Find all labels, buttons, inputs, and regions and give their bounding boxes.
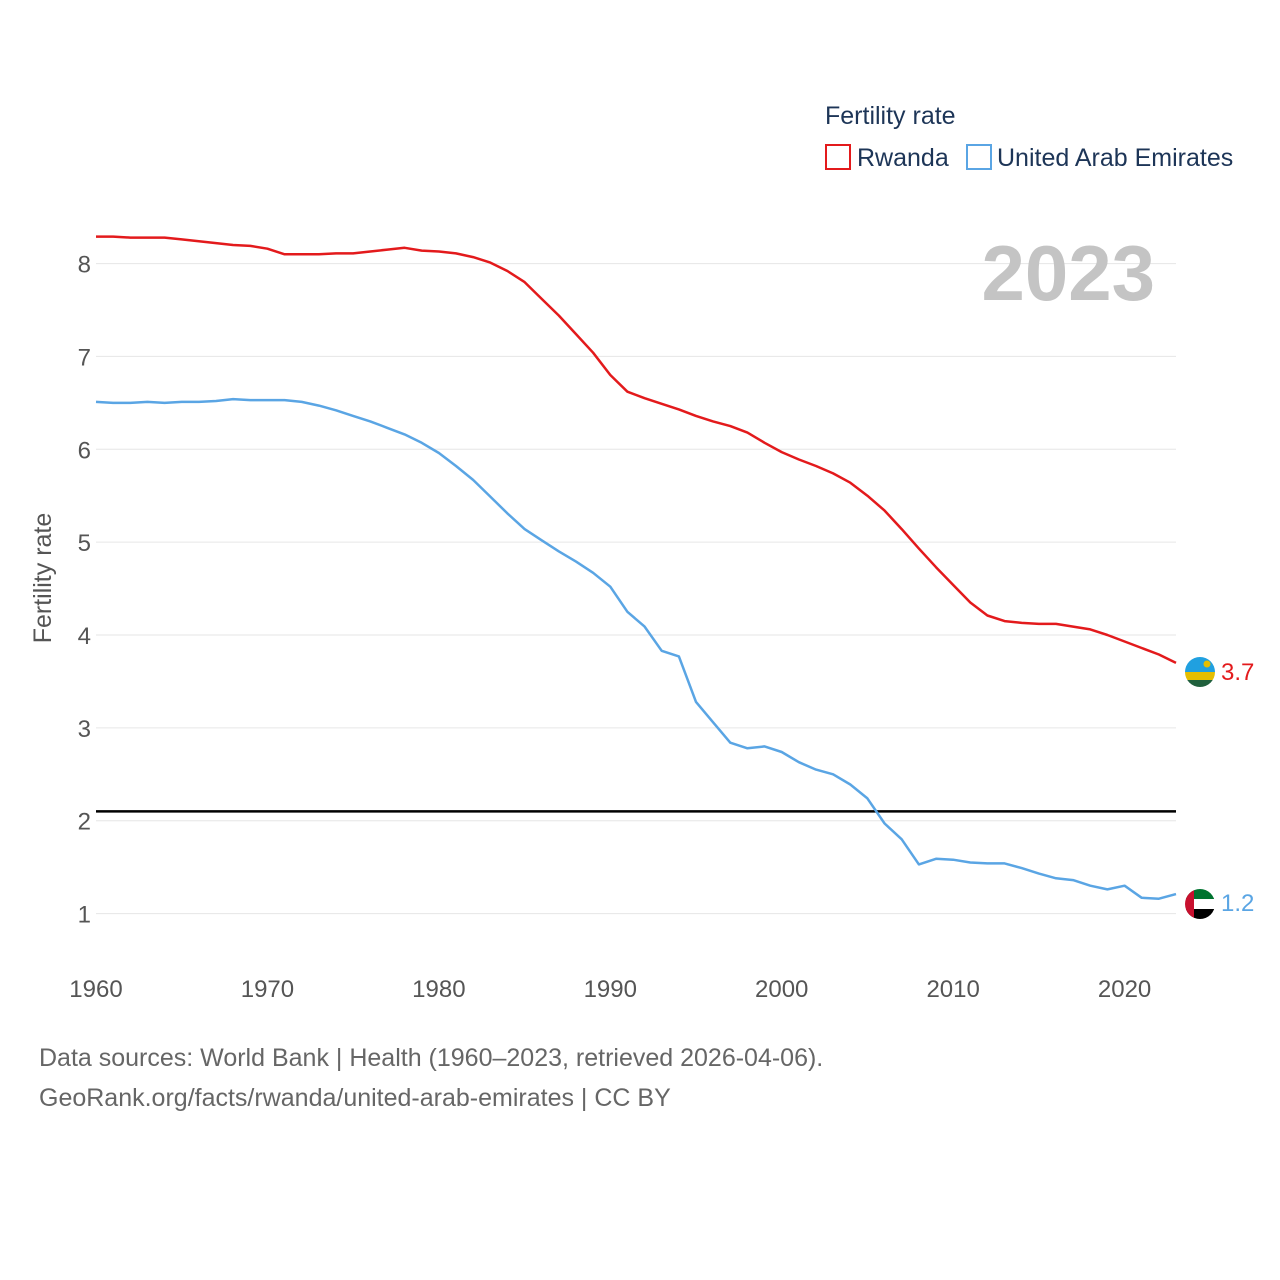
x-tick-label: 1990 [584,976,637,1003]
legend-label-uae[interactable]: United Arab Emirates [997,144,1233,172]
series-lines [95,235,1177,900]
data-sources-note: Data sources: World Bank | Health (1960–… [39,1044,824,1072]
y-tick-label: 4 [78,623,91,650]
fertility-rate-chart: 1 2 3 4 5 6 7 8 1960 1970 1980 1990 2000 2010 2020 20… [29,102,1254,1003]
y-tick-label: 3 [78,716,91,743]
year-label: 2023 [981,229,1155,317]
x-tick-label: 2000 [755,976,808,1003]
y-tick-label: 1 [78,902,91,929]
legend-title: Fertility rate [825,102,956,130]
end-label-rwanda: 3.7 [1221,659,1254,686]
rwanda-flag-icon [1185,657,1215,687]
x-tick-label: 1960 [69,976,122,1003]
x-tick-label: 2010 [926,976,979,1003]
x-tick-label: 2020 [1098,976,1151,1003]
legend-swatch-uae[interactable] [966,144,992,170]
end-label-uae: 1.2 [1221,890,1254,917]
uae-flag-icon [1185,889,1215,919]
legend-label-rwanda[interactable]: Rwanda [857,144,949,172]
legend-swatch-rwanda[interactable] [825,144,851,170]
y-axis: 1 2 3 4 5 6 7 8 [78,252,91,929]
y-tick-label: 8 [78,252,91,279]
series-line-rwanda[interactable] [96,235,1177,665]
legend: Rwanda United Arab Emirates [825,144,1233,172]
x-tick-label: 1980 [412,976,465,1003]
y-axis-title: Fertility rate [29,513,57,644]
x-tick-label: 1970 [241,976,294,1003]
y-tick-label: 7 [78,344,91,371]
y-tick-label: 6 [78,437,91,464]
series-line-uae[interactable] [95,397,1177,900]
y-tick-label: 2 [78,809,91,836]
x-axis: 1960 1970 1980 1990 2000 2010 2020 [69,976,1151,1003]
grid-lines [96,263,1176,915]
credit-link[interactable]: GeoRank.org/facts/rwanda/united-arab-emi… [39,1084,671,1112]
y-tick-label: 5 [78,530,91,557]
